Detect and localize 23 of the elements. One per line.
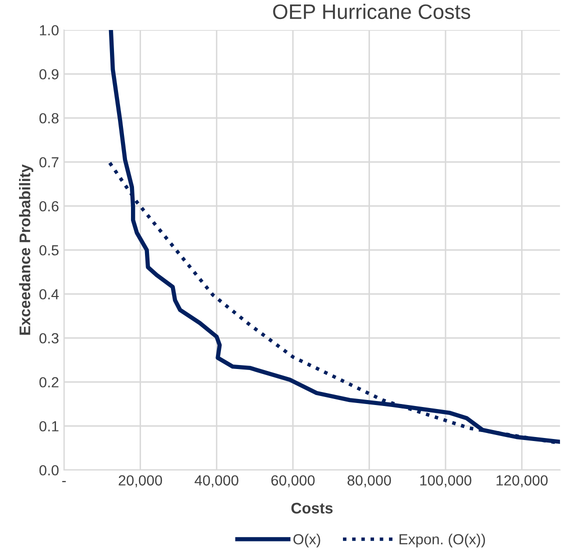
x-axis-title: Costs xyxy=(291,502,333,514)
x-tick-label: 40,000 xyxy=(194,475,238,488)
y-tick-label: 0.8 xyxy=(39,113,59,124)
x-tick-label: 100,000 xyxy=(420,475,472,488)
y-tick-label: 0.9 xyxy=(39,69,58,80)
legend-label: O(x) xyxy=(293,534,320,548)
y-tick-label: 0.0 xyxy=(39,465,59,476)
y-tick-label: 1.0 xyxy=(40,25,59,36)
y-tick-label: 0.4 xyxy=(39,289,59,300)
y-tick-label: 0.5 xyxy=(39,245,59,256)
y-tick-label: 0.7 xyxy=(39,157,58,168)
y-tick-label: 0.3 xyxy=(39,333,58,344)
y-axis-title: Exceedance Probability xyxy=(19,164,34,335)
y-tick-label: 0.6 xyxy=(39,201,58,212)
x-tick-label: 60,000 xyxy=(271,475,315,488)
y-tick-label: 0.2 xyxy=(39,377,58,388)
x-tick-label: 120,000 xyxy=(496,475,548,488)
legend-label: Expon. (O(x)) xyxy=(400,534,485,548)
x-tick-label: - xyxy=(62,480,66,482)
chart-title: OEP Hurricane Costs xyxy=(273,4,470,20)
y-tick-label: 0.1 xyxy=(39,421,58,432)
x-tick-label: 20,000 xyxy=(118,475,162,488)
x-tick-label: 80,000 xyxy=(348,475,391,488)
